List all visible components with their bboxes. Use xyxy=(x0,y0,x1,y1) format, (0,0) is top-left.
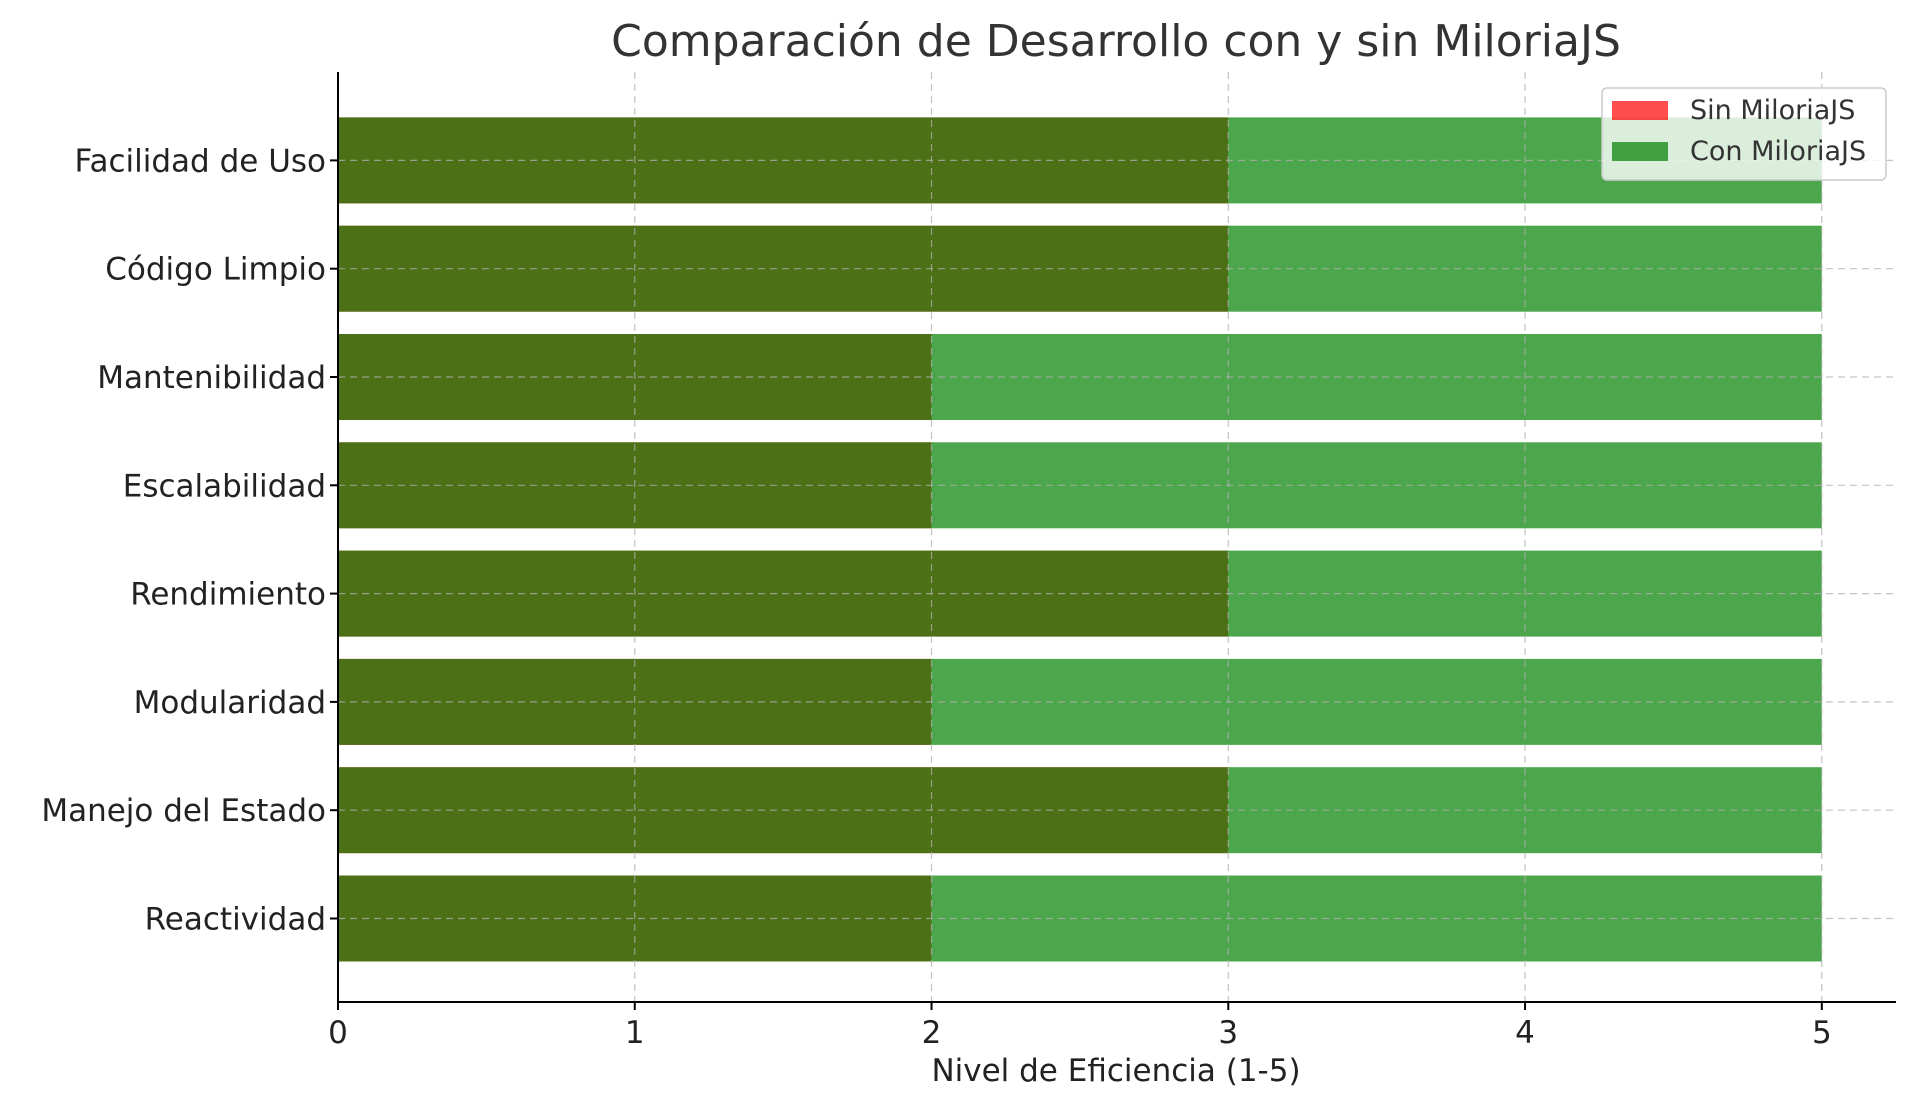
y-tick-label-0: Reactividad xyxy=(145,902,326,938)
y-tick-label-5: Mantenibilidad xyxy=(97,360,326,396)
x-tick-label-2: 2 xyxy=(922,1015,942,1051)
x-axis-label: Nivel de Eficiencia (1-5) xyxy=(931,1053,1300,1089)
labels-layer: 0 1 2 3 4 5 Reactividad Manejo del Estado Modula… xyxy=(41,143,1831,1051)
y-tick-label-1: Manejo del Estado xyxy=(41,793,326,829)
x-tick-label-5: 5 xyxy=(1812,1015,1832,1051)
legend-box xyxy=(1601,87,1887,181)
legend-label-0: Sin MiloriaJS xyxy=(1690,95,1855,126)
legend-swatch-1 xyxy=(1612,142,1668,161)
x-tick-label-4: 4 xyxy=(1515,1015,1535,1051)
x-tick-label-0: 0 xyxy=(328,1015,348,1051)
chart-title: Comparación de Desarrollo con y sin Milo… xyxy=(611,16,1621,67)
bars-layer xyxy=(338,117,1822,962)
axes-layer xyxy=(330,72,1896,1010)
x-tick-label-1: 1 xyxy=(625,1015,645,1051)
legend: Sin MiloriaJS Con MiloriaJS xyxy=(1601,87,1887,181)
y-tick-label-4: Escalabilidad xyxy=(123,468,326,504)
legend-label-1: Con MiloriaJS xyxy=(1690,136,1866,167)
y-tick-label-7: Facilidad de Uso xyxy=(75,143,326,179)
y-tick-label-3: Rendimiento xyxy=(130,577,326,613)
y-tick-label-6: Código Limpio xyxy=(105,252,326,288)
legend-swatch-0 xyxy=(1612,101,1668,120)
x-tick-label-3: 3 xyxy=(1218,1015,1238,1051)
y-tick-label-2: Modularidad xyxy=(134,685,326,721)
grid-layer xyxy=(337,72,1896,1002)
